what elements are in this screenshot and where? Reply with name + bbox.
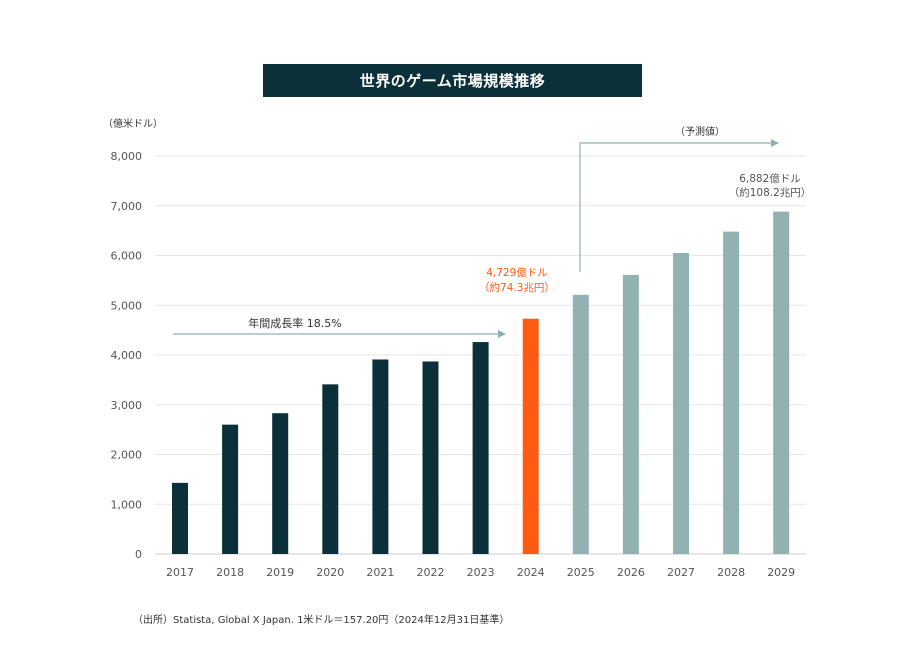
x-tick-label: 2026	[617, 566, 645, 579]
x-tick-label: 2021	[366, 566, 394, 579]
x-tick-label: 2025	[567, 566, 595, 579]
y-tick-label: 2,000	[111, 449, 143, 462]
bar-2029	[773, 211, 790, 555]
y-tick-label: 5,000	[111, 299, 143, 312]
x-tick-label: 2018	[216, 566, 244, 579]
y-tick-label: 7,000	[111, 200, 143, 213]
y-tick-label: 1,000	[111, 498, 143, 511]
bar-2021	[372, 359, 389, 554]
bar-2027	[673, 253, 689, 554]
x-tick-label: 2022	[417, 566, 445, 579]
x-tick-label: 2024	[517, 566, 545, 579]
x-tick-label: 2017	[166, 566, 194, 579]
chart-title: 世界のゲーム市場規模推移	[263, 64, 642, 97]
y-tick-label: 6,000	[111, 250, 143, 263]
bar-2028	[723, 231, 740, 554]
growth-rate-label: 年間成長率 18.5%	[248, 316, 341, 330]
x-tick-label: 2029	[767, 566, 795, 579]
forecast-arrow	[579, 139, 779, 272]
label-2024-yen: （約74.3兆円）	[479, 281, 555, 294]
x-tick-label: 2027	[667, 566, 695, 579]
y-axis-unit-label: （億米ドル）	[103, 117, 163, 130]
bar-2020	[322, 384, 339, 554]
bar-2024	[522, 318, 539, 554]
x-tick-label: 2020	[316, 566, 344, 579]
x-tick-label: 2019	[266, 566, 294, 579]
forecast-label: （予測値）	[675, 125, 725, 138]
x-tick-label: 2023	[467, 566, 495, 579]
bar-2017	[172, 482, 188, 554]
bar-2019	[272, 413, 289, 554]
y-tick-label: 3,000	[111, 399, 143, 412]
bar-2026	[622, 274, 639, 554]
bar-2022	[422, 361, 439, 554]
bar-2018	[222, 424, 239, 554]
source-note: （出所）Statista, Global X Japan. 1米ドル＝157.2…	[133, 615, 510, 626]
y-tick-label: 0	[135, 548, 142, 561]
bar-2025	[572, 294, 589, 554]
x-tick-label: 2028	[717, 566, 745, 579]
label-2029-value: 6,882億ドル	[739, 172, 801, 185]
y-tick-label: 4,000	[111, 349, 143, 362]
label-2024-value: 4,729億ドル	[486, 266, 548, 279]
bar-2023	[472, 342, 489, 554]
y-tick-label: 8,000	[111, 150, 143, 163]
label-2029-yen: （約108.2兆円）	[729, 186, 812, 199]
